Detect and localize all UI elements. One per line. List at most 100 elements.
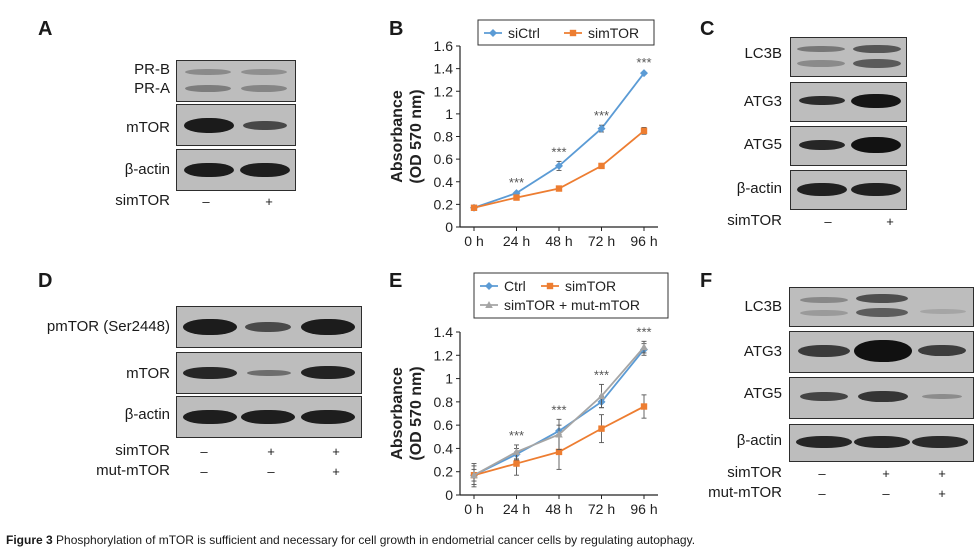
blot-d-mtor [176, 352, 362, 394]
y-tick-label: 1.6 [434, 38, 454, 54]
data-point [513, 194, 520, 201]
panel-c-letter: C [700, 18, 715, 40]
panel-d-letter: D [38, 270, 53, 292]
data-point [597, 124, 606, 133]
data-point [513, 460, 520, 467]
panel-f-treatment-simtor: simTOR [727, 464, 782, 481]
panel-a-row-mtor: mTOR [126, 119, 170, 136]
significance-mark: *** [551, 144, 566, 159]
x-tick-label: 0 h [464, 501, 483, 517]
significance-mark: *** [509, 175, 524, 190]
panel-f-sign: + [882, 466, 890, 481]
panel-a-sign: + [265, 194, 273, 209]
blot-c-atg3 [790, 82, 907, 122]
figure-caption-label: Figure 3 [6, 533, 53, 547]
x-tick-label: 96 h [630, 233, 657, 249]
blot-f-atg5 [789, 377, 974, 419]
blot-f-lc3b [789, 287, 974, 327]
legend-marker [569, 29, 577, 37]
data-point [598, 162, 605, 170]
x-tick-label: 48 h [545, 501, 572, 517]
panel-c-row-atg3: ATG3 [743, 93, 782, 110]
panel-f-sign: – [818, 486, 826, 501]
panel-d-sign: – [200, 444, 208, 459]
panel-c-sign: + [886, 214, 894, 229]
panel-a-row-pra: PR-A [134, 80, 170, 97]
panel-c-row-lc3b: LC3B [744, 45, 782, 62]
chart-e: 0 0.2 0.4 0.6 0.8 1 1.2 1.4 0 h 24 h 48 h 72 h 96 h A… [389, 272, 669, 517]
y-tick-label: 0.6 [434, 151, 454, 167]
legend-box [473, 272, 669, 319]
panel-d-sign: – [200, 464, 208, 479]
significance-mark: *** [636, 55, 651, 70]
panel-f-treatment-mutmtor: mut-mTOR [708, 484, 782, 501]
data-point [470, 204, 478, 211]
legend-label: simTOR + mut-mTOR [504, 297, 640, 313]
panel-d-row-mtor: mTOR [126, 365, 170, 382]
blot-f-atg3 [789, 331, 974, 373]
panel-f-row-lc3b: LC3B [744, 298, 782, 315]
y-tick-label: 0.8 [434, 394, 454, 410]
y-tick-label: 1.4 [434, 61, 454, 77]
x-tick-label: 48 h [545, 233, 572, 249]
panel-f-row-atg3: ATG3 [743, 343, 782, 360]
blot-a-pr [176, 60, 296, 102]
x-tick-label: 72 h [588, 233, 615, 249]
panel-d-sign: + [267, 444, 275, 459]
y-axis-label: Absorbance [389, 367, 406, 460]
y-tick-label: 1.2 [434, 347, 454, 363]
legend-marker [546, 282, 554, 290]
y-tick-label: 1.2 [434, 83, 454, 99]
data-point [640, 343, 648, 351]
data-point [640, 403, 648, 410]
panel-f-sign: – [818, 466, 826, 481]
data-point [555, 185, 563, 192]
blot-d-pmtor [176, 306, 362, 348]
significance-mark: *** [551, 402, 566, 417]
panel-c-row-bactin: β-actin [736, 180, 782, 197]
data-point [640, 69, 648, 78]
panel-f-sign: + [938, 466, 946, 481]
y-axis-label: Absorbance [389, 90, 406, 183]
y-tick-label: 0 [445, 487, 453, 503]
panel-d-treatment-mutmtor: mut-mTOR [96, 462, 170, 479]
blot-c-lc3b [790, 37, 907, 77]
y-tick-label: 0.2 [434, 464, 454, 480]
figure-caption-text: Phosphorylation of mTOR is sufficient an… [56, 533, 696, 547]
panel-d-sign: – [267, 464, 275, 479]
y-axis-label: (OD 570 nm) [408, 89, 425, 183]
y-tick-label: 0.4 [434, 440, 454, 456]
legend-label: Ctrl [504, 278, 526, 294]
panel-b-letter: B [389, 18, 404, 40]
legend-label: simTOR [588, 25, 639, 41]
panel-d-row-pmtor: pmTOR (Ser2448) [46, 318, 170, 335]
panel-c-sign: – [824, 214, 832, 229]
data-point [555, 448, 563, 456]
panel-a-treatment-simtor: simTOR [115, 192, 170, 209]
figure-caption: Figure 3 Phosphorylation of mTOR is suff… [6, 533, 695, 547]
x-tick-label: 24 h [503, 501, 530, 517]
y-tick-label: 1 [445, 371, 453, 387]
y-tick-label: 0.6 [434, 417, 454, 433]
data-point [555, 430, 563, 438]
y-tick-label: 0.2 [434, 196, 454, 212]
panel-a-row-bactin: β-actin [124, 161, 170, 178]
significance-mark: *** [594, 108, 609, 123]
significance-mark: *** [509, 428, 524, 443]
y-tick-label: 1 [445, 106, 453, 122]
panel-d-treatment-simtor: simTOR [115, 442, 170, 459]
panel-a-sign: – [202, 194, 210, 209]
legend-label: simTOR [565, 278, 616, 294]
y-tick-label: 0 [445, 219, 453, 235]
legend-marker [485, 282, 493, 290]
panel-a-letter: A [38, 18, 53, 40]
y-axis-label: (OD 570 nm) [408, 366, 425, 460]
panel-a-row-prb: PR-B [134, 61, 170, 78]
blot-d-bactin [176, 396, 362, 438]
data-point [598, 425, 605, 432]
significance-mark: *** [636, 324, 651, 339]
data-point [640, 127, 648, 135]
data-point [470, 471, 478, 479]
x-tick-label: 72 h [588, 501, 615, 517]
panel-d-sign: + [332, 444, 340, 459]
